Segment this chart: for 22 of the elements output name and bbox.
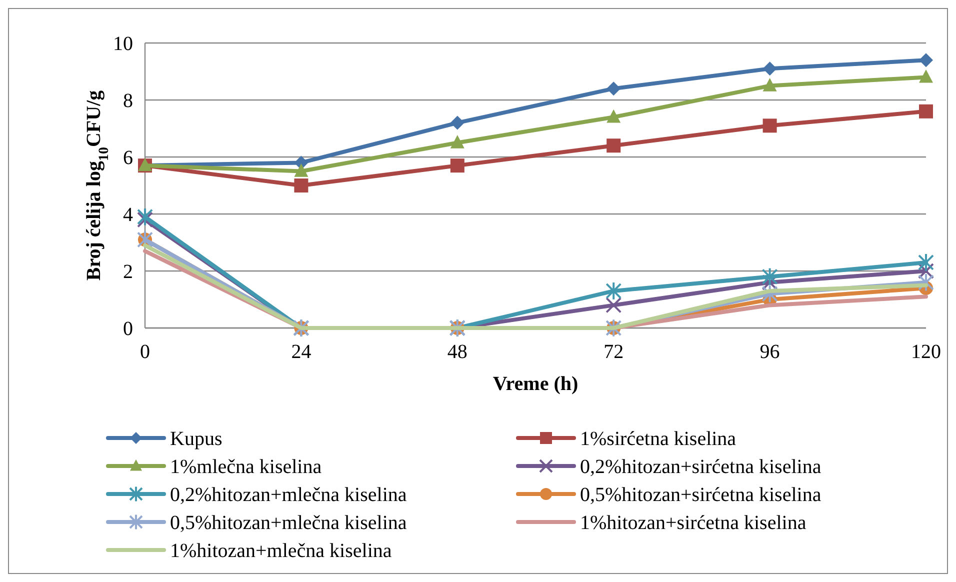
legend-label: 1%mlečna kiselina [170, 456, 322, 478]
legend-label: 1%hitozan+sirćetna kiselina [580, 512, 806, 534]
y-tick-label: 0 [123, 318, 133, 340]
x-axis-title: Vreme (h) [492, 373, 578, 395]
legend-label: 0,5%hitozan+sirćetna kiselina [580, 484, 822, 506]
legend-label: 0,5%hitozan+mlečna kiselina [170, 512, 407, 534]
y-tick-label: 6 [123, 147, 133, 169]
legend-label: Kupus [170, 428, 222, 450]
x-tick-label: 96 [760, 341, 780, 363]
legend-label: 1%sirćetna kiselina [580, 428, 736, 450]
y-tick-label: 4 [123, 204, 133, 226]
legend-label: 1%hitozan+mlečna kiselina [170, 540, 392, 562]
y-tick-label: 10 [113, 33, 133, 55]
x-tick-label: 48 [447, 341, 468, 363]
x-tick-label: 120 [911, 341, 941, 363]
x-tick-label: 24 [291, 341, 312, 363]
y-tick-label: 2 [123, 261, 133, 283]
x-tick-label: 0 [140, 341, 150, 363]
x-tick-label: 72 [604, 341, 624, 363]
legend-label: 0,2%hitozan+mlečna kiselina [170, 484, 407, 506]
legend-label: 0,2%hitozan+sirćetna kiselina [580, 456, 822, 478]
y-tick-label: 8 [123, 90, 133, 112]
